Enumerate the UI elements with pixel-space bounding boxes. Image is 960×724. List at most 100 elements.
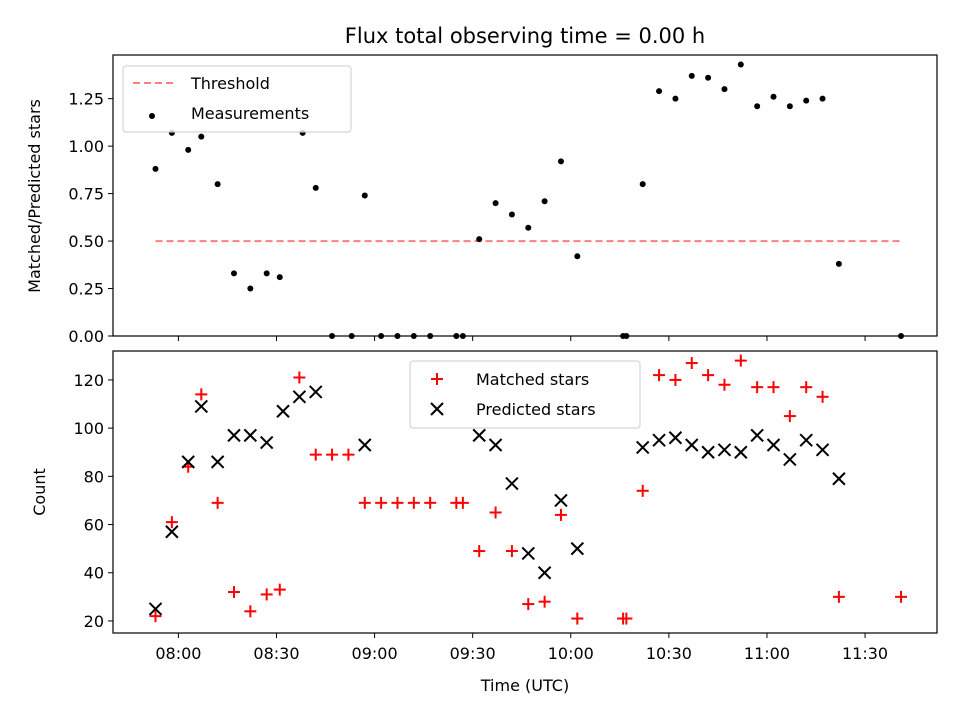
predicted-point [783,452,797,467]
measurement-point [656,88,663,95]
matched-point [309,448,322,461]
matched-point [538,595,551,608]
predicted-point [243,428,258,443]
matched-point [149,610,162,623]
x-axis-label: Time (UTC) [480,676,569,695]
ratio-y-tick-label: 1.00 [68,137,104,156]
x-tick-label: 09:30 [450,644,496,663]
count-marks [148,354,908,625]
matched-point [554,508,567,521]
matched-point [620,612,633,625]
matched-point [751,381,764,394]
predicted-point [832,472,846,486]
measurement-point [453,333,460,339]
matched-point [767,381,780,394]
count-y-axis: 20 40 60 80 100 120 [73,371,113,631]
measurement-point [361,192,368,199]
predicted-point [292,390,307,404]
predicted-point [505,476,519,491]
legend-predicted-swatch [430,402,444,416]
count-y-tick-label: 80 [84,467,104,486]
matched-point [489,506,502,519]
measurement-point [737,61,744,68]
measurement-point [754,103,761,110]
matched-point [816,390,829,403]
measurement-point [198,133,205,140]
count-plot-area [112,350,938,634]
ratio-y-axis: 0.00 0.25 0.50 0.75 1.00 1.25 [68,90,113,346]
count-y-tick-label: 120 [73,371,104,390]
x-tick-label: 08:30 [253,644,299,663]
measurement-point [394,333,401,339]
matched-point [358,496,371,509]
measurement-point [835,260,842,267]
measurement-point [541,198,548,205]
measurement-point [639,181,646,188]
measurement-point [476,236,483,243]
ratio-panel: 0.00 0.25 0.50 0.75 1.00 1.25 Matched/Predict… [25,54,938,346]
measurement-point [688,72,695,79]
x-tick-label: 11:00 [744,644,790,663]
matched-point [260,588,273,601]
count-y-axis-label: Count [30,468,49,516]
measurement-point [803,97,810,104]
measurement-point [214,181,221,188]
predicted-point [276,404,290,418]
measurement-point [348,333,355,339]
matched-point [424,496,437,509]
measurement-point [672,95,679,102]
predicted-point [537,566,552,580]
predicted-point [521,546,535,561]
predicted-point [259,435,274,450]
count-y-tick-label: 20 [84,612,104,631]
matched-point [669,373,682,386]
predicted-point [472,428,486,443]
x-tick-label: 10:30 [646,644,692,663]
measurement-point [185,146,192,153]
predicted-point [148,602,163,616]
x-tick-label: 08:00 [155,644,201,663]
count-x-axis: 08:00 08:30 09:00 09:30 10:00 10:30 11:00 11:30 [155,633,888,663]
predicted-point [181,455,195,469]
matched-point [800,381,813,394]
measurement-point [230,270,237,277]
measurement-point [508,211,515,218]
measurement-point [525,224,532,231]
matched-point [895,590,908,603]
predicted-point [570,541,585,556]
predicted-point [309,385,323,399]
matched-point [273,583,286,596]
predicted-point [358,438,372,452]
ratio-y-tick-label: 0.00 [68,327,104,346]
predicted-point [210,455,225,469]
matched-point [636,484,649,497]
x-tick-label: 09:00 [352,644,398,663]
predicted-point [685,438,699,452]
matched-point [718,378,731,391]
predicted-point [701,445,715,459]
predicted-point [652,433,666,447]
legend-matched-swatch [431,373,443,385]
measurement-point [247,285,254,292]
count-legend: Matched stars Predicted stars [409,360,641,429]
predicted-point [165,525,179,539]
legend-matched-label: Matched stars [476,370,589,389]
ratio-marks [152,61,905,339]
x-tick-label: 11:30 [842,644,888,663]
measurement-point [574,253,581,260]
predicted-point [815,443,830,457]
predicted-point [636,440,650,455]
matched-point [653,369,666,382]
matched-point [456,496,469,509]
legend-measurements-swatch [149,113,155,119]
count-y-tick-label: 60 [84,516,104,535]
measurement-point [276,274,283,281]
ratio-y-tick-label: 0.75 [68,185,104,204]
matched-point [326,448,339,461]
count-y-tick-label: 40 [84,564,104,583]
matched-point [734,354,747,367]
matched-point [832,590,845,603]
predicted-point [554,493,568,508]
ratio-legend: Threshold Measurements [122,65,352,133]
